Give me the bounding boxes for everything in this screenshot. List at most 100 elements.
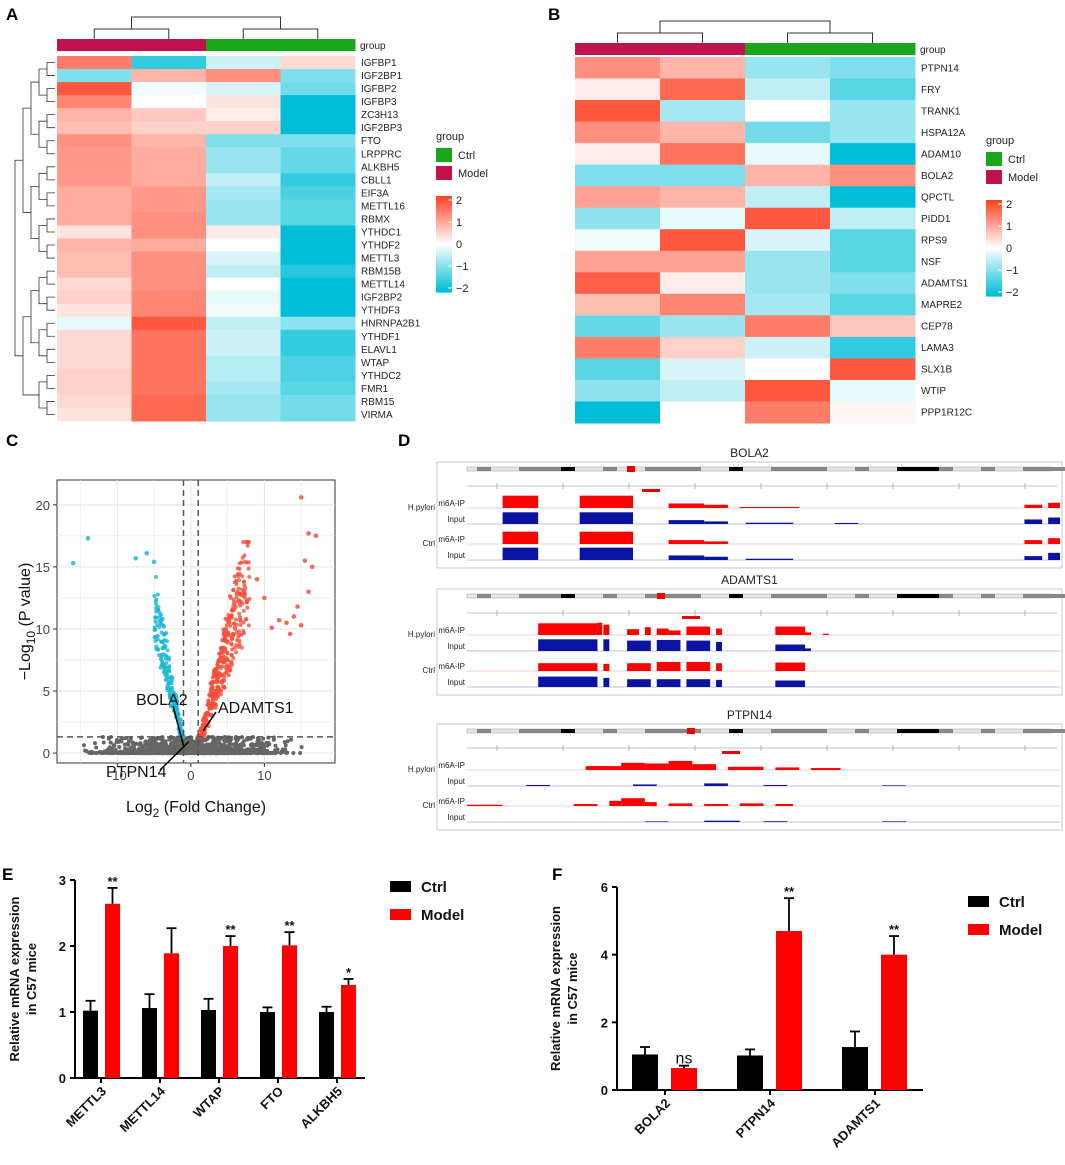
heatmap-cell <box>57 329 132 344</box>
heatmap-cell <box>745 164 831 187</box>
signal-block <box>538 623 598 635</box>
point-ns <box>126 742 131 747</box>
signal-block <box>739 803 764 806</box>
row-label: NSF <box>921 257 941 268</box>
heatmap-cell <box>206 121 281 135</box>
track-label: m6A-IP <box>438 626 465 635</box>
signal-block <box>716 628 722 635</box>
signal-block <box>668 555 705 560</box>
point-up <box>244 600 249 605</box>
igv-locus-adamts1: ADAMTS1 m6A-IP Input m6A-IP Input H.pylori Ctr… <box>408 573 1065 696</box>
colorbar-segment <box>986 214 1002 217</box>
point-down <box>179 728 184 733</box>
point-ns <box>82 743 87 748</box>
heatmap-cell <box>57 342 132 357</box>
x-tick-label: FTO <box>257 1084 286 1113</box>
point-up <box>225 650 230 655</box>
column-dendrogram <box>93 16 319 39</box>
point-up <box>198 726 203 731</box>
point-down <box>173 704 178 709</box>
colorbar-segment <box>436 262 452 265</box>
ideogram-band <box>1023 594 1065 598</box>
heatmap-cell <box>57 251 132 266</box>
point-up <box>291 614 297 619</box>
signal-block <box>716 679 722 687</box>
point-up <box>202 718 207 723</box>
y-axis-label: Relative mRNA expression <box>548 906 563 1071</box>
point-ns <box>108 751 113 756</box>
signal-block <box>704 820 740 822</box>
heatmap-cell <box>57 82 132 96</box>
track-label: m6A-IP <box>438 662 465 671</box>
point-up <box>284 620 289 626</box>
point-up <box>235 638 240 643</box>
colorbar-segment <box>986 248 1002 251</box>
point-up <box>306 531 311 536</box>
point-ns <box>171 751 176 756</box>
point-down <box>164 665 169 670</box>
ideogram-marker <box>627 466 635 472</box>
point-up <box>231 587 236 592</box>
row-label: RBM15 <box>361 397 395 408</box>
ideogram-band <box>897 729 952 733</box>
point-ns <box>117 745 122 750</box>
colorbar-segment <box>436 268 452 271</box>
point-ns <box>122 736 127 741</box>
heatmap-cell <box>131 186 207 200</box>
heatmap-cell <box>280 212 356 226</box>
point-up <box>222 633 227 638</box>
signal-block <box>704 521 728 524</box>
heatmap-cell <box>575 143 661 166</box>
legend-label-model: Model <box>1008 172 1038 184</box>
dendrogram-branch <box>46 244 55 259</box>
point-down <box>161 662 166 667</box>
point-ns <box>137 746 142 751</box>
x-tick-label: PTPN14 <box>733 1095 779 1141</box>
y-axis-label-part: −Log <box>17 644 34 680</box>
y-tick-label: 15 <box>36 560 50 575</box>
dendrogram-branch <box>30 290 39 344</box>
point-up <box>207 706 212 711</box>
point-down <box>159 654 164 659</box>
signal-block <box>763 784 788 786</box>
roi-marker <box>722 751 740 754</box>
significance-label: ** <box>784 884 795 899</box>
heatmap-cell <box>830 57 916 80</box>
point-down <box>165 685 170 690</box>
point-ns <box>217 751 222 756</box>
signal-block <box>656 661 681 671</box>
heatmap-cell <box>57 147 132 161</box>
group-bar-cell <box>131 39 207 51</box>
point-up <box>232 602 237 607</box>
point-up <box>224 656 229 661</box>
dendrogram-branch <box>30 185 39 239</box>
colorbar-segment <box>436 204 452 207</box>
signal-block <box>822 633 829 635</box>
point-ns <box>256 742 261 747</box>
heatmap-cell <box>745 143 831 166</box>
point-up <box>237 566 242 571</box>
point-ns <box>108 740 113 745</box>
y-tick-label: 0 <box>601 1083 608 1098</box>
point-down <box>154 644 159 649</box>
group-bar-cell <box>206 39 281 51</box>
point-ns <box>240 749 245 754</box>
colorbar-label: 1 <box>1006 221 1012 233</box>
heatmap-cell <box>131 394 207 409</box>
signal-block <box>805 648 811 651</box>
point-up <box>231 656 236 661</box>
ideogram-band <box>855 467 869 471</box>
row-label: METTL14 <box>361 280 405 291</box>
heatmap-cell <box>131 173 207 187</box>
x-tick-label: 0 <box>187 768 194 783</box>
point-down <box>178 721 183 726</box>
heatmap-cell <box>57 173 132 187</box>
point-down <box>165 639 170 644</box>
heatmap-cell <box>131 316 207 331</box>
heatmap-cell <box>660 336 746 359</box>
heatmap-cell <box>57 199 132 213</box>
point-ns <box>130 740 135 745</box>
signal-block <box>1024 519 1043 524</box>
row-label: YTHDF2 <box>361 241 400 252</box>
point-ns <box>119 736 124 741</box>
